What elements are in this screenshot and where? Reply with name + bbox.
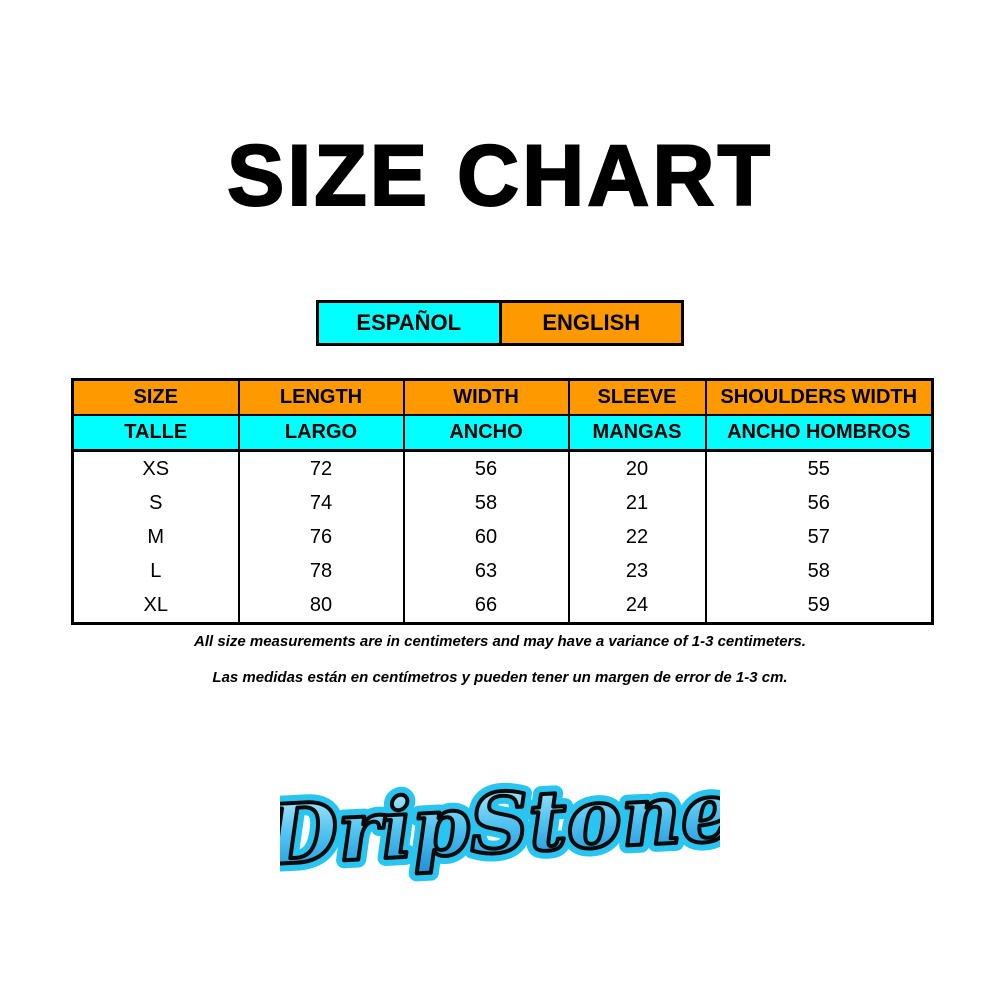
header-cell: SHOULDERS WIDTH [704,379,934,416]
table-cell: 63 [402,554,570,588]
table-cell: 21 [567,486,707,520]
table-cell: S [71,486,240,520]
table-cell: 55 [704,450,934,486]
header-cell: WIDTH [402,379,570,416]
header-cell: SLEEVE [567,379,707,416]
table-cell: 66 [402,588,570,624]
table-cell: 59 [704,588,934,624]
header-cell: ANCHO HOMBROS [704,415,934,452]
header-row-spanish: TALLE LARGO ANCHO MANGAS ANCHO HOMBROS [71,415,934,452]
table-cell: 80 [237,588,405,624]
table-cell: 56 [704,486,934,520]
size-table: SIZE LENGTH WIDTH SLEEVE SHOULDERS WIDTH… [71,378,934,625]
table-row: XS 72 56 20 55 [71,450,934,486]
table-cell: XS [71,450,240,486]
table-row: XL 80 66 24 59 [71,588,934,624]
table-cell: 22 [567,520,707,554]
table-cell: 58 [704,554,934,588]
table-cell: 74 [237,486,405,520]
table-cell: 78 [237,554,405,588]
table-cell: 60 [402,520,570,554]
language-english-button[interactable]: ENGLISH [501,303,681,343]
table-cell: 76 [237,520,405,554]
table-row: M 76 60 22 57 [71,520,934,554]
header-row-english: SIZE LENGTH WIDTH SLEEVE SHOULDERS WIDTH [71,379,934,416]
logo-text: DripStone [280,764,720,884]
table-cell: XL [71,588,240,624]
table-row: S 74 58 21 56 [71,486,934,520]
table-cell: 24 [567,588,707,624]
header-cell: MANGAS [567,415,707,452]
table-cell: 20 [567,450,707,486]
dripstone-logo: DripStone DripStone [280,760,720,890]
header-cell: TALLE [71,415,240,452]
header-cell: SIZE [71,379,240,416]
table-cell: L [71,554,240,588]
table-cell: M [71,520,240,554]
table-cell: 56 [402,450,570,486]
page-title: SIZE CHART [226,127,773,225]
table-cell: 23 [567,554,707,588]
table-row: L 78 63 23 58 [71,554,934,588]
header-cell: LARGO [237,415,405,452]
table-cell: 72 [237,450,405,486]
table-cell: 58 [402,486,570,520]
note-english: All size measurements are in centimeters… [194,633,806,650]
table-cell: 57 [704,520,934,554]
note-spanish: Las medidas están en centímetros y puede… [212,669,788,686]
header-cell: ANCHO [402,415,570,452]
language-toggle: ESPAÑOL ENGLISH [316,300,684,346]
language-espanol-button[interactable]: ESPAÑOL [319,303,502,343]
header-cell: LENGTH [237,379,405,416]
